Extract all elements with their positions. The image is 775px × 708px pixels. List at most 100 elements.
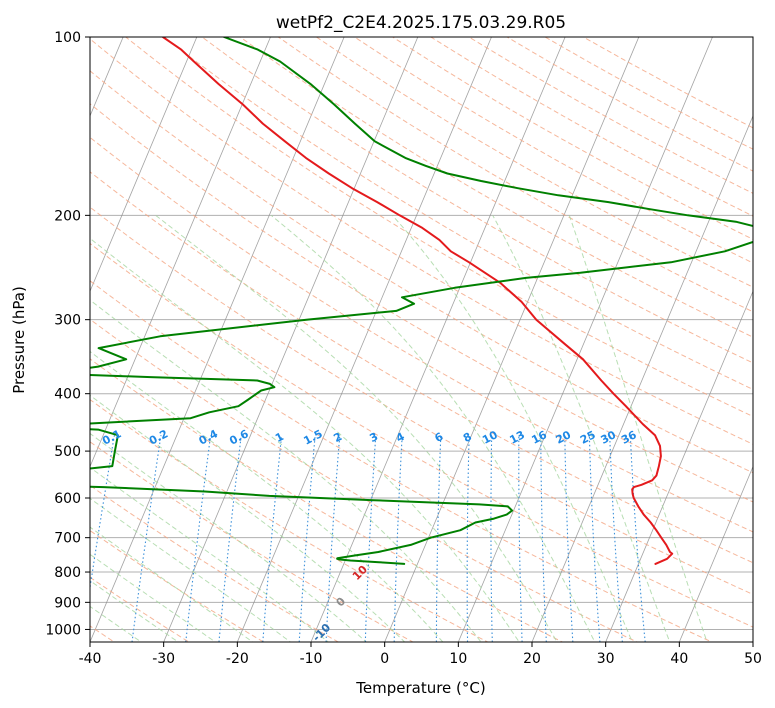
dry-adiabat-10: [90, 399, 489, 642]
dry-adiabat-220: [506, 37, 753, 172]
dry-adiabat-0: [90, 441, 414, 642]
dry-adiabat-20: [90, 358, 564, 642]
mixing-ratio-line-36: [629, 435, 646, 642]
dry-adiabat-70: [90, 171, 753, 564]
moist-adiabats: [90, 214, 708, 642]
dry-adiabat-60: [90, 206, 753, 595]
y-tick-label: 1000: [45, 622, 81, 638]
mixing-ratio-line-0.6: [218, 435, 242, 642]
isotherm-30: [605, 290, 753, 642]
mixing-ratio-label: 10: [480, 428, 500, 447]
y-tick-label: 400: [54, 387, 81, 403]
plot-area: -100-90-80-70-60-50-40-30-20-10010203040…: [0, 10, 753, 665]
y-tick-label: 100: [54, 30, 81, 46]
dry-adiabat-200: [429, 37, 753, 217]
mixing-ratio-label: 1: [273, 430, 286, 445]
moist-adiabat--10: [90, 497, 292, 642]
mixing-ratio-line-6: [435, 435, 442, 642]
dry-adiabat-50: [90, 242, 753, 628]
moist-adiabat-5: [90, 394, 406, 642]
mixing-ratio-label: 2: [331, 430, 344, 445]
mixing-ratio-label: 0.6: [227, 427, 251, 448]
y-axis: 100 200 300 400 500 600 700 800 900 1000: [45, 30, 90, 638]
y-tick-label: 700: [54, 531, 81, 547]
mixing-ratio-label: 1.5: [301, 427, 324, 447]
isotherm-10: [457, 37, 713, 642]
y-tick-label: 600: [54, 491, 81, 507]
mixing-ratio-label: 3: [367, 430, 380, 445]
x-tick-label: -30: [152, 651, 175, 667]
isotherm--30: [163, 37, 419, 642]
x-tick-label: -40: [79, 651, 102, 667]
dry-adiabat-170: [315, 37, 753, 288]
x-tick-label: 50: [744, 651, 762, 667]
dry-adiabat-label: -40: [121, 642, 144, 665]
moist-adiabat-20: [90, 237, 520, 642]
mixing-ratio-label: 0.2: [147, 427, 170, 447]
y-tick-label: 800: [54, 565, 81, 581]
dry-adiabat-180: [353, 37, 753, 264]
chart-title: wetPf2_C2E4.2025.175.03.29.R05: [276, 13, 566, 33]
sounding-profiles: [90, 37, 753, 565]
dry-adiabat-120: [124, 37, 753, 418]
dry-adiabat-90: [90, 103, 753, 503]
mixing-ratio-line-0.2: [131, 435, 162, 642]
moist-adiabat-10: [90, 350, 444, 642]
moist-adiabat--5: [90, 466, 330, 642]
mixing-ratio-label: 16: [529, 428, 549, 447]
x-tick-label: -10: [300, 651, 323, 667]
dry-adiabat-240: [582, 37, 753, 129]
isotherm-50: [752, 640, 753, 642]
dry-adiabat--30: [90, 576, 190, 642]
x-axis: -40 -30 -20 -10 0 10 20 30 40 50: [79, 642, 762, 667]
y-tick-label: 900: [54, 595, 81, 611]
mixing-ratio-label: 25: [578, 428, 598, 447]
y-axis-label: Pressure (hPa): [10, 286, 28, 394]
mixing-ratio-label: 4: [394, 430, 407, 445]
moist-adiabat-30: [270, 214, 596, 642]
isotherm--70: [90, 37, 124, 117]
mixing-ratio-label: 36: [619, 428, 639, 447]
mixing-ratio-line-30: [609, 435, 623, 642]
isotherm--20: [236, 37, 492, 642]
dry-adiabat--50: [0, 10, 57, 654]
plot-frame: [89, 36, 754, 643]
isotherm--10: [310, 37, 566, 642]
isotherm-0: [384, 37, 640, 642]
mixing-ratio-line-10: [490, 435, 493, 642]
temperature-profile-line: [161, 37, 674, 565]
moist-adiabat--15: [90, 526, 254, 642]
moist-adiabat-25: [155, 214, 558, 642]
y-tick-label: 300: [54, 313, 81, 329]
dry-adiabat-130: [162, 37, 753, 391]
x-tick-label: 20: [523, 651, 541, 667]
dry-adiabat-140: [201, 37, 753, 364]
dry-adiabat-150: [239, 37, 753, 338]
mixing-ratio-line-2: [325, 435, 341, 642]
x-tick-label: 40: [670, 651, 688, 667]
moist-adiabat-15: [90, 299, 482, 642]
dewpoint-profile-line: [90, 37, 753, 565]
x-tick-label: 0: [380, 651, 389, 667]
x-axis-label: Temperature (°C): [355, 679, 485, 697]
x-tick-label: 10: [449, 651, 467, 667]
mixing-ratio-line-1: [262, 435, 283, 642]
mixing-ratio-line-20: [564, 435, 574, 642]
mixing-ratio-line-16: [540, 435, 547, 642]
mixing-ratio-label: 30: [599, 428, 619, 447]
moist-adiabat--20: [90, 553, 217, 642]
dry-adiabat--20: [90, 529, 265, 642]
dry-adiabat-80: [90, 136, 753, 533]
dry-adiabat-110: [90, 38, 753, 445]
moist-adiabat--30: [90, 605, 143, 642]
dry-adiabat-label: -10: [310, 621, 333, 644]
dry-adiabat-label: -30: [197, 642, 220, 665]
y-tick-label: 200: [54, 208, 81, 224]
isotherm--50: [90, 37, 271, 468]
isobar-grid: [90, 37, 753, 630]
x-tick-label: -20: [226, 651, 249, 667]
moist-adiabat-35: [391, 214, 633, 642]
y-tick-label: 500: [54, 444, 81, 460]
mixing-ratio-label: 13: [507, 428, 527, 447]
